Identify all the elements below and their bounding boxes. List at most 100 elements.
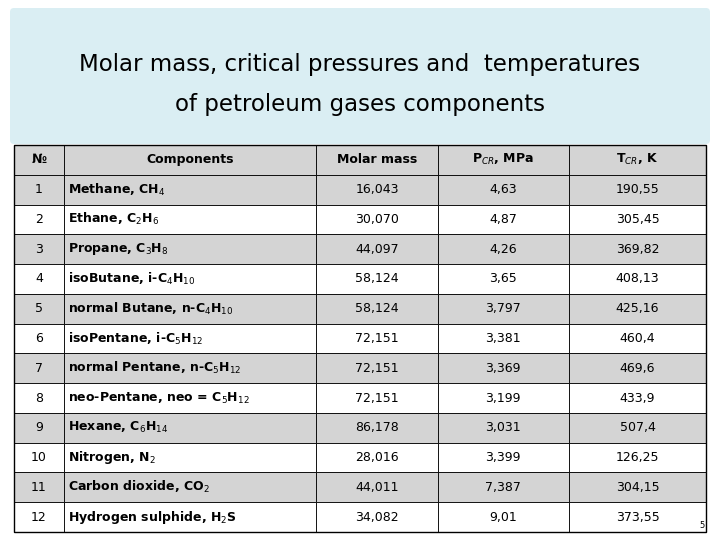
Text: 3,65: 3,65 <box>490 273 517 286</box>
Text: 7: 7 <box>35 362 43 375</box>
Text: isoPentane, i-C$_5$H$_{12}$: isoPentane, i-C$_5$H$_{12}$ <box>68 330 203 347</box>
Bar <box>569 502 706 532</box>
Text: 30,070: 30,070 <box>355 213 399 226</box>
Text: 507,4: 507,4 <box>619 421 655 434</box>
Text: 10: 10 <box>31 451 47 464</box>
Text: 369,82: 369,82 <box>616 242 660 256</box>
Text: 1: 1 <box>35 183 43 196</box>
Bar <box>316 413 438 443</box>
Bar <box>569 205 706 234</box>
Bar <box>569 264 706 294</box>
Bar <box>438 145 569 175</box>
Text: Hydrogen sulphide, H$_2$S: Hydrogen sulphide, H$_2$S <box>68 509 237 525</box>
Bar <box>14 145 64 175</box>
FancyBboxPatch shape <box>10 8 710 144</box>
Bar <box>316 502 438 532</box>
Text: 4: 4 <box>35 273 43 286</box>
Bar <box>64 205 316 234</box>
Bar <box>14 175 64 205</box>
Bar <box>14 383 64 413</box>
Bar <box>64 443 316 472</box>
Bar <box>316 264 438 294</box>
Text: 3,381: 3,381 <box>485 332 521 345</box>
Text: P$_{CR}$, MPa: P$_{CR}$, MPa <box>472 152 534 167</box>
Text: Nitrogen, N$_2$: Nitrogen, N$_2$ <box>68 449 156 466</box>
Bar <box>316 205 438 234</box>
Text: 16,043: 16,043 <box>355 183 399 196</box>
Text: 190,55: 190,55 <box>616 183 660 196</box>
Text: normal Pentane, n-C$_5$H$_{12}$: normal Pentane, n-C$_5$H$_{12}$ <box>68 360 241 376</box>
Bar <box>438 264 569 294</box>
Text: 72,151: 72,151 <box>355 332 399 345</box>
Text: 28,016: 28,016 <box>355 451 399 464</box>
Bar <box>64 383 316 413</box>
Bar <box>64 175 316 205</box>
Text: of petroleum gases components: of petroleum gases components <box>175 93 545 117</box>
Text: 12: 12 <box>31 511 47 524</box>
Bar <box>569 413 706 443</box>
Text: 304,15: 304,15 <box>616 481 660 494</box>
Bar <box>14 145 706 532</box>
Text: 469,6: 469,6 <box>620 362 655 375</box>
Text: 58,124: 58,124 <box>355 302 399 315</box>
Bar <box>316 323 438 353</box>
Text: 4,87: 4,87 <box>490 213 517 226</box>
Text: normal Butane, n-C$_4$H$_{10}$: normal Butane, n-C$_4$H$_{10}$ <box>68 301 233 317</box>
Text: Propane, C$_3$H$_8$: Propane, C$_3$H$_8$ <box>68 241 168 257</box>
Bar <box>438 502 569 532</box>
Text: 7,387: 7,387 <box>485 481 521 494</box>
Bar <box>14 234 64 264</box>
Text: 126,25: 126,25 <box>616 451 660 464</box>
Bar <box>316 383 438 413</box>
Text: 305,45: 305,45 <box>616 213 660 226</box>
Text: T$_{CR}$, K: T$_{CR}$, K <box>616 152 659 167</box>
Bar <box>316 353 438 383</box>
Text: Methane, CH$_4$: Methane, CH$_4$ <box>68 181 166 198</box>
Bar <box>569 175 706 205</box>
Text: 3,797: 3,797 <box>485 302 521 315</box>
Bar <box>438 383 569 413</box>
Text: Components: Components <box>146 153 234 166</box>
Text: 3,031: 3,031 <box>485 421 521 434</box>
Bar <box>64 353 316 383</box>
Text: 4,26: 4,26 <box>490 242 517 256</box>
Bar <box>438 472 569 502</box>
Bar <box>64 145 316 175</box>
Bar <box>316 175 438 205</box>
Text: 4,63: 4,63 <box>490 183 517 196</box>
Bar <box>14 294 64 323</box>
Bar <box>64 413 316 443</box>
Bar <box>569 323 706 353</box>
Text: 373,55: 373,55 <box>616 511 660 524</box>
Bar <box>438 205 569 234</box>
Bar <box>64 323 316 353</box>
Text: neo-Pentane, neo = C$_5$H$_{12}$: neo-Pentane, neo = C$_5$H$_{12}$ <box>68 390 250 406</box>
Bar <box>569 294 706 323</box>
Bar <box>14 353 64 383</box>
Text: 9,01: 9,01 <box>490 511 517 524</box>
Bar <box>316 472 438 502</box>
Text: 433,9: 433,9 <box>620 392 655 404</box>
Text: 3: 3 <box>35 242 43 256</box>
Bar <box>569 383 706 413</box>
Bar <box>64 294 316 323</box>
Bar <box>316 443 438 472</box>
Bar <box>14 502 64 532</box>
Text: 72,151: 72,151 <box>355 362 399 375</box>
Bar <box>438 234 569 264</box>
Text: 460,4: 460,4 <box>620 332 655 345</box>
Bar <box>438 323 569 353</box>
Bar <box>64 472 316 502</box>
Text: 3,369: 3,369 <box>485 362 521 375</box>
Bar <box>569 472 706 502</box>
Text: Carbon dioxide, CO$_2$: Carbon dioxide, CO$_2$ <box>68 480 210 495</box>
Text: 8: 8 <box>35 392 43 404</box>
Text: Molar mass: Molar mass <box>337 153 417 166</box>
Bar <box>569 145 706 175</box>
Bar <box>569 234 706 264</box>
Text: 5: 5 <box>35 302 43 315</box>
Text: 2: 2 <box>35 213 43 226</box>
Text: 3,199: 3,199 <box>485 392 521 404</box>
Text: 58,124: 58,124 <box>355 273 399 286</box>
Bar <box>14 205 64 234</box>
